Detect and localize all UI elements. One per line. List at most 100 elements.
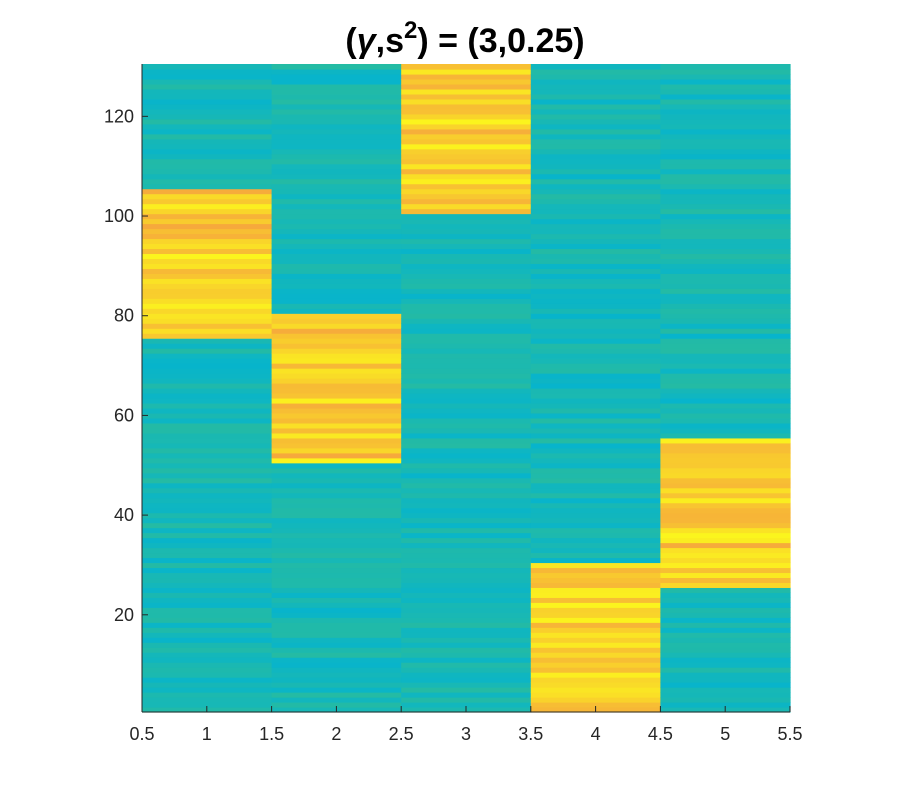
heatmap-cell: [401, 213, 532, 220]
heatmap-cell: [271, 652, 402, 658]
heatmap-cell: [660, 248, 791, 255]
heatmap-cell: [530, 672, 661, 678]
heatmap-cell: [142, 652, 273, 658]
heatmap-cell: [530, 163, 661, 170]
heatmap-cell: [530, 442, 661, 449]
heatmap-cell: [142, 617, 273, 623]
heatmap-cell: [142, 363, 273, 369]
heatmap-cell: [660, 492, 791, 499]
y-tick-label: 120: [104, 106, 134, 126]
heatmap-cell: [530, 103, 661, 110]
heatmap-cell: [142, 113, 273, 120]
heatmap-cell: [660, 318, 791, 324]
heatmap-cell: [530, 78, 661, 85]
heatmap-cell: [271, 123, 402, 130]
heatmap-cell: [142, 432, 273, 439]
heatmap-cell: [271, 437, 402, 444]
heatmap-cell: [660, 677, 791, 683]
heatmap-cell: [142, 353, 273, 359]
heatmap-cell: [142, 407, 273, 414]
heatmap-cell: [271, 213, 402, 220]
heatmap-cell: [530, 93, 661, 100]
heatmap-cell: [271, 422, 402, 429]
heatmap-cell: [660, 647, 791, 653]
heatmap-cell: [401, 223, 532, 230]
heatmap-cell: [271, 83, 402, 90]
heatmap-cell: [271, 412, 402, 419]
heatmap-cell: [660, 308, 791, 314]
heatmap-cell: [401, 617, 532, 623]
heatmap-cell: [271, 592, 402, 598]
heatmap-cell: [401, 238, 532, 245]
heatmap-cell: [660, 228, 791, 235]
heatmap-cell: [401, 412, 532, 419]
heatmap-cell: [660, 138, 791, 145]
heatmap-cell: [142, 273, 273, 279]
heatmap-cell: [142, 283, 273, 289]
heatmap-cell: [660, 597, 791, 603]
heatmap-cell: [142, 313, 273, 319]
heatmap-cell: [142, 612, 273, 618]
heatmap-cell: [142, 582, 273, 588]
heatmap-cell: [142, 557, 273, 564]
heatmap-cell: [142, 692, 273, 698]
heatmap-cell: [401, 68, 532, 75]
heatmap-cell: [530, 417, 661, 424]
heatmap-cell: [660, 467, 791, 474]
heatmap-cell: [530, 577, 661, 583]
heatmap-cell: [142, 457, 273, 464]
heatmap-cell: [530, 138, 661, 145]
heatmap-cell: [401, 93, 532, 100]
heatmap-cell: [271, 697, 402, 703]
heatmap-cell: [271, 238, 402, 245]
y-tick-label: 40: [114, 505, 134, 525]
heatmap-cell: [271, 647, 402, 653]
heatmap-cell: [401, 627, 532, 633]
heatmap-cell: [401, 373, 532, 379]
heatmap-cell: [530, 647, 661, 653]
heatmap-cell: [142, 667, 273, 673]
heatmap-cell: [530, 607, 661, 613]
heatmap-cell: [660, 133, 791, 140]
heatmap-cell: [660, 123, 791, 130]
heatmap-cell: [271, 452, 402, 459]
heatmap-cell: [142, 517, 273, 524]
heatmap-cell: [401, 572, 532, 579]
heatmap-cell: [271, 482, 402, 489]
heatmap-cell: [142, 343, 273, 349]
heatmap-cell: [401, 662, 532, 668]
heatmap-cell: [660, 108, 791, 115]
heatmap-cell: [142, 198, 273, 205]
heatmap-cell: [271, 273, 402, 279]
heatmap-cell: [660, 607, 791, 613]
heatmap-cell: [142, 622, 273, 628]
heatmap-cell: [271, 497, 402, 504]
heatmap-cell: [660, 472, 791, 479]
heatmap-cell: [530, 203, 661, 210]
heatmap-cell: [271, 622, 402, 628]
heatmap-cell: [530, 218, 661, 225]
heatmap-cell: [401, 547, 532, 554]
heatmap-cell: [142, 193, 273, 200]
heatmap-cell: [660, 233, 791, 240]
heatmap-cell: [401, 178, 532, 185]
heatmap-cell: [401, 198, 532, 205]
heatmap-cell: [530, 412, 661, 419]
heatmap-cell: [142, 323, 273, 329]
heatmap-cell: [530, 243, 661, 250]
heatmap-cell: [271, 143, 402, 150]
heatmap-cell: [271, 243, 402, 250]
heatmap-cell: [271, 417, 402, 424]
heatmap-cell: [660, 402, 791, 409]
heatmap-cell: [530, 622, 661, 628]
heatmap-cell: [271, 642, 402, 648]
heatmap-cell: [142, 73, 273, 80]
heatmap-cell: [660, 323, 791, 329]
heatmap-cell: [401, 597, 532, 603]
heatmap-cell: [142, 577, 273, 583]
heatmap-cell: [660, 617, 791, 623]
heatmap-cell: [271, 602, 402, 608]
heatmap-cell: [660, 567, 791, 574]
heatmap-cell: [142, 437, 273, 444]
heatmap-cell: [660, 667, 791, 673]
